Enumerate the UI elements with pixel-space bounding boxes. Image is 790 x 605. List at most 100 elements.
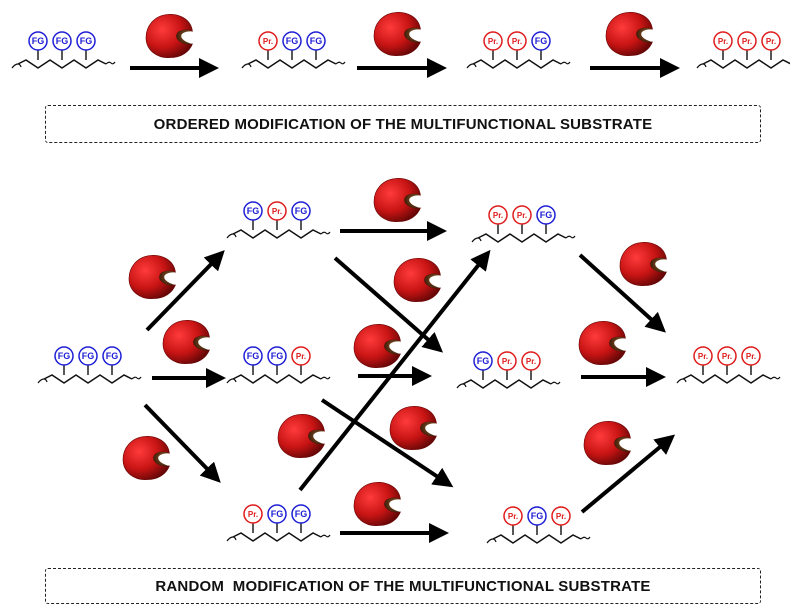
functional-group-label: FG <box>295 509 308 519</box>
random-molecule-a3: Pr. FG FG <box>226 504 331 542</box>
functional-group-circle <box>527 506 547 526</box>
enzyme-active-site <box>153 451 170 467</box>
chain-end-squiggle <box>466 63 477 69</box>
enzyme-pacman-icon <box>277 414 325 458</box>
product-group-circle <box>267 201 287 221</box>
chain-end-squiggle <box>105 61 116 65</box>
functional-group-label: FG <box>286 36 299 46</box>
functional-group-label: FG <box>32 36 45 46</box>
product-group-circle <box>521 351 541 371</box>
enzyme-active-site <box>424 273 441 289</box>
product-group-label: Pr. <box>248 510 258 519</box>
enzyme-pacman-icon <box>583 421 631 465</box>
functional-group-label: FG <box>531 511 544 521</box>
enzyme-body <box>583 421 631 465</box>
enzyme-active-site <box>609 336 626 352</box>
random-reaction-arrow-b3-c <box>580 434 676 514</box>
enzyme-active-site <box>384 497 401 513</box>
enzyme-pacman-icon <box>353 482 401 526</box>
enzyme-body <box>389 406 437 450</box>
product-group-circle <box>741 346 761 366</box>
random-modification-banner: RANDOM MODIFICATION OF THE MULTIFUNCTION… <box>45 568 761 604</box>
chain-end-squiggle <box>696 63 707 69</box>
product-group-label: Pr. <box>493 211 503 220</box>
product-group-label: Pr. <box>502 357 512 366</box>
product-group-label: Pr. <box>718 37 728 46</box>
enzyme-pacman-icon <box>128 255 176 299</box>
enzyme-pacman-icon <box>393 258 441 302</box>
polymer-backbone <box>492 534 582 544</box>
functional-group-circle <box>282 31 302 51</box>
chain-end-squiggle <box>226 536 237 542</box>
random-molecule-s0: FG FG FG <box>37 346 142 384</box>
enzyme-pacman-icon <box>122 436 170 480</box>
chain-end-squiggle <box>320 376 331 380</box>
ordered-substrate-molecule: Pr. FG FG <box>241 31 346 69</box>
functional-group-label: FG <box>247 206 260 216</box>
random-molecule-b3: Pr. FG Pr. <box>486 506 591 544</box>
chain-end-squiggle <box>580 536 591 540</box>
random-molecule-b1: Pr. Pr. FG <box>471 205 576 243</box>
chain-end-squiggle <box>676 378 687 384</box>
ordered-substrate-molecule: FG FG FG <box>11 31 116 69</box>
random-molecule-a1: FG Pr. FG <box>226 201 331 239</box>
enzyme-pacman-icon <box>373 12 421 56</box>
product-group-circle <box>503 506 523 526</box>
functional-group-label: FG <box>540 210 553 220</box>
functional-group-label: FG <box>247 351 260 361</box>
functional-group-circle <box>267 504 287 524</box>
enzyme-body <box>373 178 421 222</box>
chain-end-squiggle <box>131 376 142 380</box>
enzyme-body <box>277 414 325 458</box>
functional-group-circle <box>291 504 311 524</box>
polymer-backbone <box>247 59 337 69</box>
product-group-label: Pr. <box>517 211 527 220</box>
enzyme-pacman-icon <box>578 321 626 365</box>
random-reaction-arrow-a2-b3 <box>320 398 454 488</box>
product-group-circle <box>488 205 508 225</box>
functional-group-label: FG <box>58 351 71 361</box>
functional-group-circle <box>78 346 98 366</box>
product-group-label: Pr. <box>556 512 566 521</box>
enzyme-pacman-icon <box>353 324 401 368</box>
random-reaction-arrow-b1-c <box>578 253 666 333</box>
product-group-label: Pr. <box>488 37 498 46</box>
functional-group-circle <box>102 346 122 366</box>
product-group-label: Pr. <box>508 512 518 521</box>
product-group-circle <box>761 31 781 51</box>
enzyme-active-site <box>614 436 631 452</box>
functional-group-circle <box>291 201 311 221</box>
random-reaction-arrow-s0-a3 <box>143 403 221 483</box>
functional-group-circle <box>536 205 556 225</box>
enzyme-body <box>605 12 653 56</box>
random-molecule-b2: FG Pr. Pr. <box>456 351 561 389</box>
enzyme-body <box>393 258 441 302</box>
ordered-substrate-molecule: Pr. Pr. Pr. <box>696 31 790 69</box>
functional-group-label: FG <box>271 351 284 361</box>
enzyme-active-site <box>176 29 193 45</box>
enzyme-pacman-icon <box>162 320 210 364</box>
chain-end-squiggle <box>320 231 331 235</box>
product-group-label: Pr. <box>766 37 776 46</box>
product-group-label: Pr. <box>746 352 756 361</box>
functional-group-label: FG <box>271 509 284 519</box>
enzyme-body <box>128 255 176 299</box>
enzyme-active-site <box>384 339 401 355</box>
functional-group-label: FG <box>295 206 308 216</box>
product-group-label: Pr. <box>512 37 522 46</box>
chain-end-squiggle <box>226 378 237 384</box>
random-reaction-arrow-s0-a1 <box>145 250 225 332</box>
chain-end-squiggle <box>456 383 467 389</box>
polymer-backbone <box>472 59 562 69</box>
functional-group-circle <box>267 346 287 366</box>
enzyme-body <box>353 482 401 526</box>
chain-end-squiggle <box>37 378 48 384</box>
functional-group-circle <box>473 351 493 371</box>
product-group-circle <box>243 504 263 524</box>
product-group-label: Pr. <box>722 352 732 361</box>
polymer-backbone <box>462 379 552 389</box>
functional-group-label: FG <box>310 36 323 46</box>
enzyme-body <box>145 14 193 58</box>
product-group-label: Pr. <box>698 352 708 361</box>
product-group-circle <box>717 346 737 366</box>
